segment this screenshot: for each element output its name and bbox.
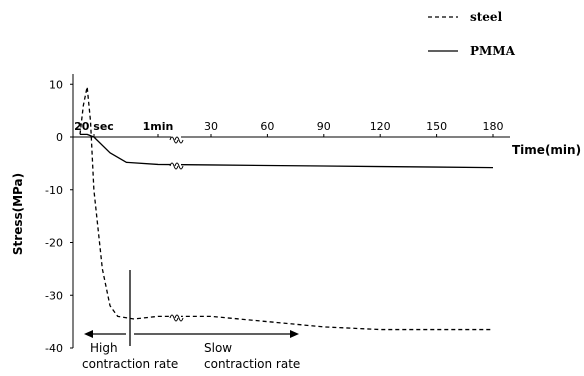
y-tick-label: -40 bbox=[45, 342, 63, 355]
y-tick-label: -10 bbox=[45, 184, 63, 197]
y-ticks: 10 0 -10 -20 -30 -40 bbox=[45, 78, 73, 355]
high-rate-label-line1: High bbox=[90, 341, 118, 355]
x-tick-label: 120 bbox=[370, 120, 391, 133]
y-tick-label: 10 bbox=[49, 78, 63, 91]
x-tick-label: 1min bbox=[143, 120, 174, 133]
legend: steel PMMA bbox=[428, 10, 516, 58]
x-tick-label: 20 sec bbox=[74, 120, 114, 133]
series-lines bbox=[79, 86, 494, 331]
x-tick-label: 150 bbox=[426, 120, 447, 133]
legend-pmma-label: PMMA bbox=[470, 44, 516, 58]
y-tick-label: -30 bbox=[45, 289, 63, 302]
x-axis-title: Time(min) bbox=[512, 143, 581, 157]
high-rate-arrow bbox=[84, 330, 126, 338]
slow-rate-arrow bbox=[134, 330, 299, 338]
x-tick-label: 60 bbox=[260, 120, 274, 133]
x-tick-label: 30 bbox=[204, 120, 218, 133]
slow-rate-label-line1: Slow bbox=[204, 341, 232, 355]
series-line-pmma bbox=[80, 133, 494, 169]
x-tick-label: 90 bbox=[317, 120, 331, 133]
y-axis-title: Stress(MPa) bbox=[11, 173, 25, 255]
x-tick-label: 180 bbox=[483, 120, 504, 133]
slow-rate-label-line2: contraction rate bbox=[204, 357, 300, 371]
series-line-steel bbox=[79, 86, 493, 331]
y-tick-label: -20 bbox=[45, 237, 63, 250]
x-ticks: 20 sec 1min 30 60 90 120 150 180 bbox=[74, 120, 504, 137]
high-rate-label-line2: contraction rate bbox=[82, 357, 178, 371]
axis-break-marks bbox=[169, 132, 184, 322]
y-tick-label: 0 bbox=[56, 131, 63, 144]
legend-steel-label: steel bbox=[470, 10, 503, 24]
